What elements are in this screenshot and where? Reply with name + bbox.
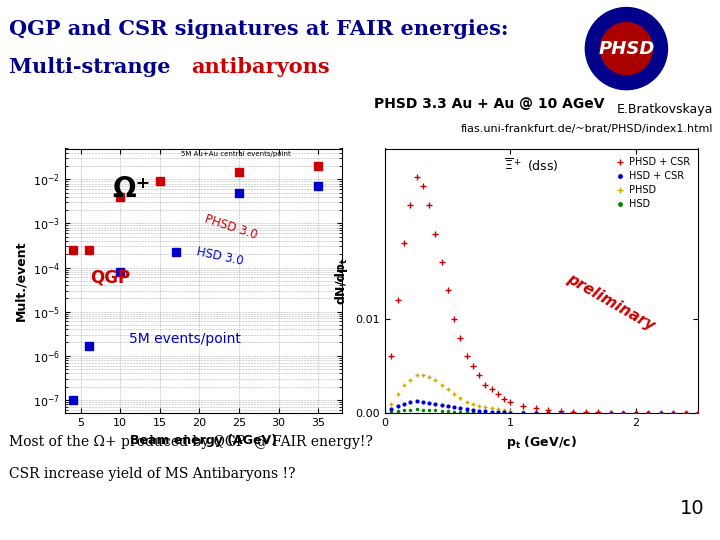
Text: 5M Au+Au central events/point: 5M Au+Au central events/point xyxy=(181,151,291,157)
Text: CSR increase yield of MS Antibaryons !?: CSR increase yield of MS Antibaryons !? xyxy=(9,467,296,481)
Legend: PHSD + CSR, HSD + CSR, PHSD, HSD: PHSD + CSR, HSD + CSR, PHSD, HSD xyxy=(611,153,693,213)
X-axis label: $\mathbf{p_t}$ (GeV/c): $\mathbf{p_t}$ (GeV/c) xyxy=(506,434,577,450)
Y-axis label: Mult./event: Mult./event xyxy=(14,240,27,321)
Text: QGP: QGP xyxy=(90,269,130,287)
Text: $\overline{\Xi}^+$ (dss): $\overline{\Xi}^+$ (dss) xyxy=(504,157,559,173)
X-axis label: Beam energy (AGeV): Beam energy (AGeV) xyxy=(130,434,277,447)
Circle shape xyxy=(600,23,652,75)
Text: PHSD 3.3 Au + Au @ 10 AGeV: PHSD 3.3 Au + Au @ 10 AGeV xyxy=(374,97,605,111)
Text: 10: 10 xyxy=(680,500,704,518)
Text: E.Bratkovskaya: E.Bratkovskaya xyxy=(616,103,713,116)
Text: fias.uni-frankfurt.de/~brat/PHSD/index1.html: fias.uni-frankfurt.de/~brat/PHSD/index1.… xyxy=(460,124,713,134)
Y-axis label: dN/d$\mathbf{p_t}$: dN/d$\mathbf{p_t}$ xyxy=(333,257,350,305)
Text: antibaryons: antibaryons xyxy=(191,57,330,77)
Text: Multi-strange: Multi-strange xyxy=(9,57,178,77)
Text: 5M events/point: 5M events/point xyxy=(129,333,240,346)
Text: preliminary: preliminary xyxy=(564,271,657,333)
Text: Most of the Ω+ produced by QGP  @ FAIR energy!?: Most of the Ω+ produced by QGP @ FAIR en… xyxy=(9,435,373,449)
Circle shape xyxy=(585,8,667,90)
Text: HSD 3.0: HSD 3.0 xyxy=(195,245,244,268)
Text: Ω⁺: Ω⁺ xyxy=(112,175,150,203)
Text: QGP and CSR signatures at FAIR energies:: QGP and CSR signatures at FAIR energies: xyxy=(9,19,509,39)
Text: PHSD: PHSD xyxy=(598,39,654,58)
Text: PHSD 3.0: PHSD 3.0 xyxy=(203,212,259,241)
